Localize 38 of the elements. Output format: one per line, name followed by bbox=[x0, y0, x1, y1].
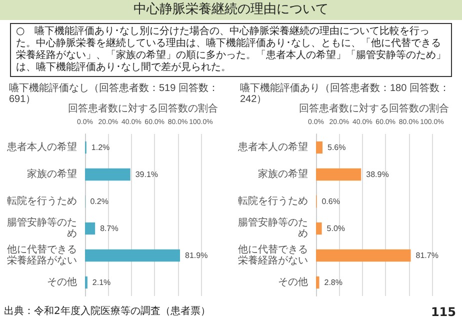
data-label: 38.9% bbox=[366, 170, 389, 179]
data-label: 8.7% bbox=[100, 224, 118, 233]
y-tick-label: 腸管安静等のため bbox=[238, 216, 308, 240]
bar bbox=[316, 249, 411, 262]
data-label: 2.8% bbox=[324, 278, 342, 287]
y-tick-label: その他 bbox=[47, 276, 77, 288]
data-label: 0.2% bbox=[90, 197, 108, 206]
text: 115 bbox=[430, 305, 456, 319]
data-label: 5.6% bbox=[327, 143, 346, 152]
y-tick-label: 家族の希望 bbox=[258, 168, 308, 180]
data-label: 81.9% bbox=[185, 251, 208, 260]
text: 中心静脈栄養継続の理由について bbox=[0, 0, 462, 20]
x-axis-title: 回答患者数に対する回答数の割合 bbox=[299, 102, 449, 115]
data-label: 2.1% bbox=[92, 278, 111, 287]
data-label: 39.1% bbox=[135, 170, 158, 179]
y-tick-label: 患者本人の希望 bbox=[237, 141, 308, 153]
y-tick-label: 腸管安静等のため bbox=[7, 216, 77, 240]
y-tick-label: 家族の希望 bbox=[27, 168, 77, 180]
data-label: 5.0% bbox=[326, 224, 346, 233]
y-tick-label: その他 bbox=[278, 276, 308, 288]
bar bbox=[316, 168, 362, 181]
y-tick-label: 他に代替できる栄養経路がない bbox=[238, 244, 308, 266]
y-tick-label: 患者本人の希望 bbox=[6, 141, 77, 153]
text: ○ 嚥下機能評価あり･なし別に分けた場合の、中心静脈栄養継続の理由について比較を行った。中心静脈栄養を継続している理由は、嚥下機能評価あり･なし、ともに、「他に代替できる栄養経路がない」、「家族の希望」の順に多かった。「患者本人の希望」「腸管安静等のため」は、嚥下機能評価あり･なし間で差が見られた。 bbox=[10, 23, 452, 77]
bar bbox=[85, 222, 96, 235]
y-tick-label: 転院を行うため bbox=[7, 195, 77, 207]
bar bbox=[85, 249, 180, 262]
x-axis-title: 回答患者数に対する回答数の割合 bbox=[68, 102, 218, 115]
data-label: 81.7% bbox=[416, 251, 438, 260]
bar bbox=[316, 276, 320, 289]
data-label: 1.2% bbox=[91, 143, 110, 152]
bar bbox=[316, 141, 322, 154]
y-tick-label: 転院を行うため bbox=[238, 195, 308, 207]
y-tick-label: 他に代替できる栄養経路がない bbox=[7, 244, 77, 266]
bar bbox=[85, 168, 130, 181]
source-note: 出典：令和2年度入院医療等の調査（患者票） bbox=[4, 304, 210, 318]
bar bbox=[316, 222, 322, 235]
data-label: 0.6% bbox=[322, 197, 340, 206]
